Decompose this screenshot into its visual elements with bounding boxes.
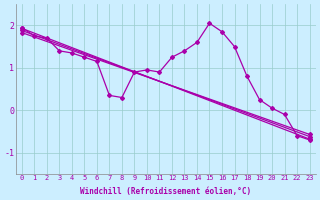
X-axis label: Windchill (Refroidissement éolien,°C): Windchill (Refroidissement éolien,°C) <box>80 187 251 196</box>
